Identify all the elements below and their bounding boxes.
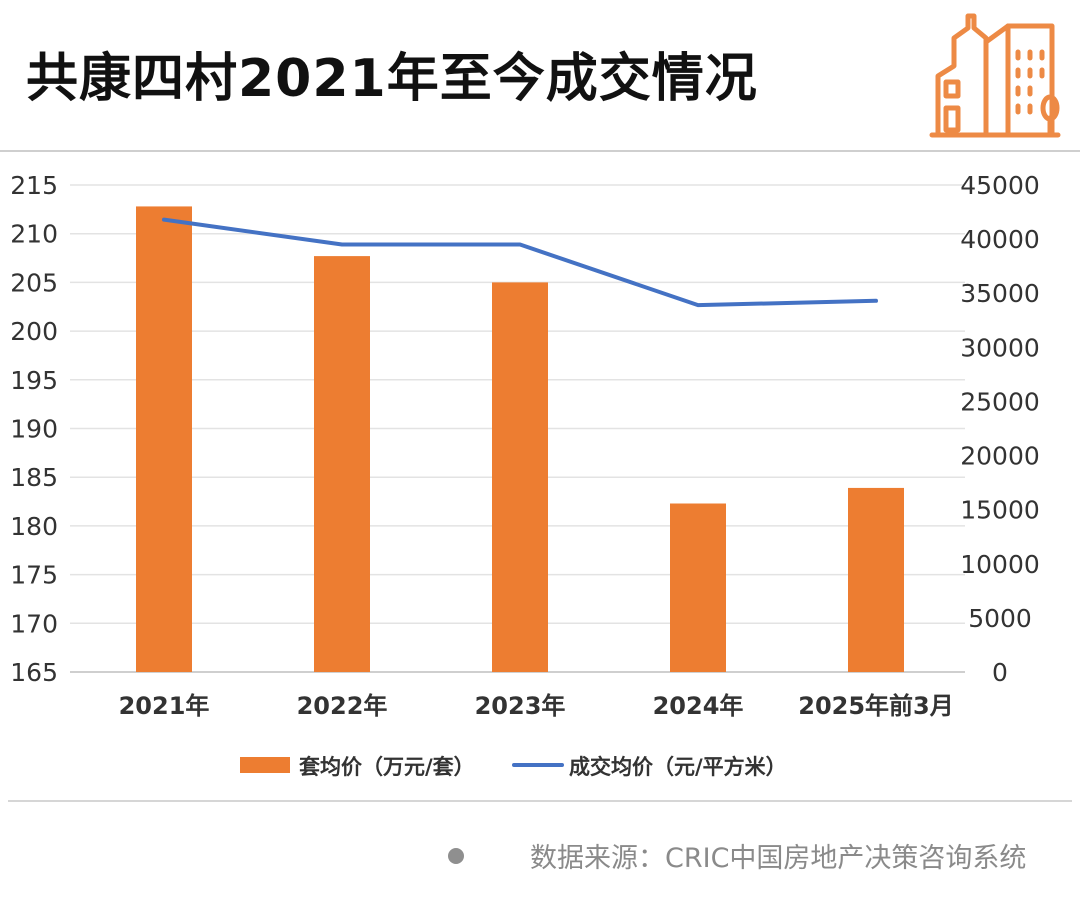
bar-series: [136, 206, 904, 672]
left-tick-label: 180: [10, 512, 58, 541]
x-tick-label: 2023年: [475, 692, 566, 720]
left-tick-label: 175: [10, 561, 58, 590]
right-tick-label: 40000: [960, 225, 1040, 254]
right-tick-label: 25000: [960, 387, 1040, 416]
left-tick-label: 190: [10, 415, 58, 444]
x-tick-label: 2022年: [297, 692, 388, 720]
right-tick-label: 10000: [960, 550, 1040, 579]
bar: [136, 206, 192, 672]
x-tick-label: 2024年: [653, 692, 744, 720]
bar: [314, 256, 370, 672]
x-tick-label: 2025年前3月: [798, 692, 954, 720]
left-tick-label: 170: [10, 609, 58, 638]
right-tick-label: 20000: [960, 442, 1040, 471]
bottom-divider: [8, 800, 1072, 802]
legend-label-line: 成交均价（元/平方米）: [569, 755, 787, 779]
bar: [670, 503, 726, 672]
right-tick-label: 30000: [960, 333, 1040, 362]
source-note: 数据来源：CRIC中国房地产决策咨询系统: [448, 836, 1026, 875]
right-axis-tick-labels: 45000 40000 35000 30000 25000 20000 15000 10000…: [960, 171, 1040, 687]
left-tick-label: 165: [10, 658, 58, 687]
bar: [492, 282, 548, 672]
legend-swatch-bar: [240, 757, 290, 773]
left-tick-label: 210: [10, 220, 58, 249]
bullet-dot-icon: [448, 847, 464, 864]
line-series: [162, 217, 878, 308]
right-tick-label: 0: [992, 658, 1008, 687]
left-tick-label: 195: [10, 366, 58, 395]
right-tick-label: 5000: [968, 604, 1032, 633]
left-tick-label: 215: [10, 171, 58, 200]
top-divider: [0, 150, 1080, 152]
x-axis-tick-labels: 2021年 2022年 2023年 2024年 2025年前3月: [119, 692, 954, 720]
right-tick-label: 15000: [960, 496, 1040, 525]
page-title: 共康四村2021年至今成交情况: [26, 49, 758, 109]
legend: 套均价（万元/套） 成交均价（元/平方米）: [240, 755, 787, 779]
right-tick-label: 45000: [960, 171, 1040, 200]
right-tick-label: 35000: [960, 279, 1040, 308]
source-text: 数据来源：CRIC中国房地产决策咨询系统: [530, 843, 1027, 874]
bar: [848, 487, 904, 672]
building-logo-icon: [929, 13, 1061, 138]
left-tick-label: 200: [10, 317, 58, 346]
legend-label-bar: 套均价（万元/套）: [299, 755, 475, 779]
x-tick-label: 2021年: [119, 692, 210, 720]
left-tick-label: 185: [10, 463, 58, 492]
left-tick-label: 205: [10, 268, 58, 297]
left-axis-tick-labels: 215 210 205 200 195 190 185 180 175 170 165: [10, 171, 58, 687]
